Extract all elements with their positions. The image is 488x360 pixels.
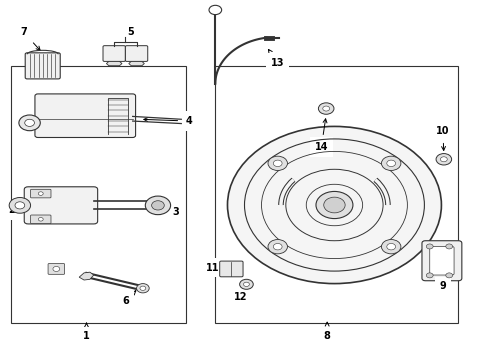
FancyBboxPatch shape [24,187,98,224]
Circle shape [267,239,287,254]
Polygon shape [79,272,94,280]
Bar [215,66,458,323]
FancyBboxPatch shape [219,261,243,277]
Circle shape [386,243,395,250]
Circle shape [9,198,30,213]
Circle shape [315,192,352,219]
Circle shape [435,154,451,165]
Circle shape [15,202,25,209]
Text: 2: 2 [9,205,24,215]
Circle shape [381,156,400,171]
Circle shape [386,160,395,167]
Circle shape [273,243,282,250]
Circle shape [136,284,149,293]
Circle shape [381,239,400,254]
Circle shape [440,157,447,162]
Circle shape [267,156,287,171]
Circle shape [273,160,282,167]
Text: 9: 9 [439,282,446,292]
Polygon shape [106,62,122,66]
Bar [11,66,186,323]
Circle shape [322,106,329,111]
Circle shape [445,244,452,249]
Text: 12: 12 [233,292,247,302]
Circle shape [323,197,345,213]
Circle shape [19,115,40,131]
Circle shape [140,286,145,291]
Text: 11: 11 [206,262,220,273]
Text: 7: 7 [20,27,40,50]
Text: 5: 5 [126,27,133,38]
Text: 14: 14 [314,119,327,152]
Text: 13: 13 [268,49,284,68]
FancyBboxPatch shape [429,247,453,275]
FancyBboxPatch shape [30,189,51,198]
FancyBboxPatch shape [35,94,135,138]
Circle shape [227,126,441,284]
Circle shape [208,5,221,15]
Circle shape [25,119,34,126]
Circle shape [151,201,164,210]
Text: 3: 3 [164,207,179,217]
Text: 1: 1 [83,323,90,342]
Polygon shape [128,62,144,66]
FancyBboxPatch shape [103,46,125,62]
Circle shape [38,192,43,195]
Text: 4: 4 [143,116,192,126]
Text: 6: 6 [122,291,136,306]
FancyBboxPatch shape [30,215,51,224]
Text: 10: 10 [435,126,448,150]
Text: 8: 8 [323,322,330,342]
Circle shape [53,266,60,271]
Circle shape [445,273,452,278]
FancyBboxPatch shape [48,264,64,274]
Circle shape [145,196,170,215]
Circle shape [243,282,249,287]
Circle shape [318,103,333,114]
FancyBboxPatch shape [25,53,60,79]
FancyBboxPatch shape [421,241,461,281]
Circle shape [38,217,43,221]
Circle shape [239,279,253,289]
Circle shape [426,244,432,249]
FancyBboxPatch shape [125,46,147,62]
Circle shape [426,273,432,278]
